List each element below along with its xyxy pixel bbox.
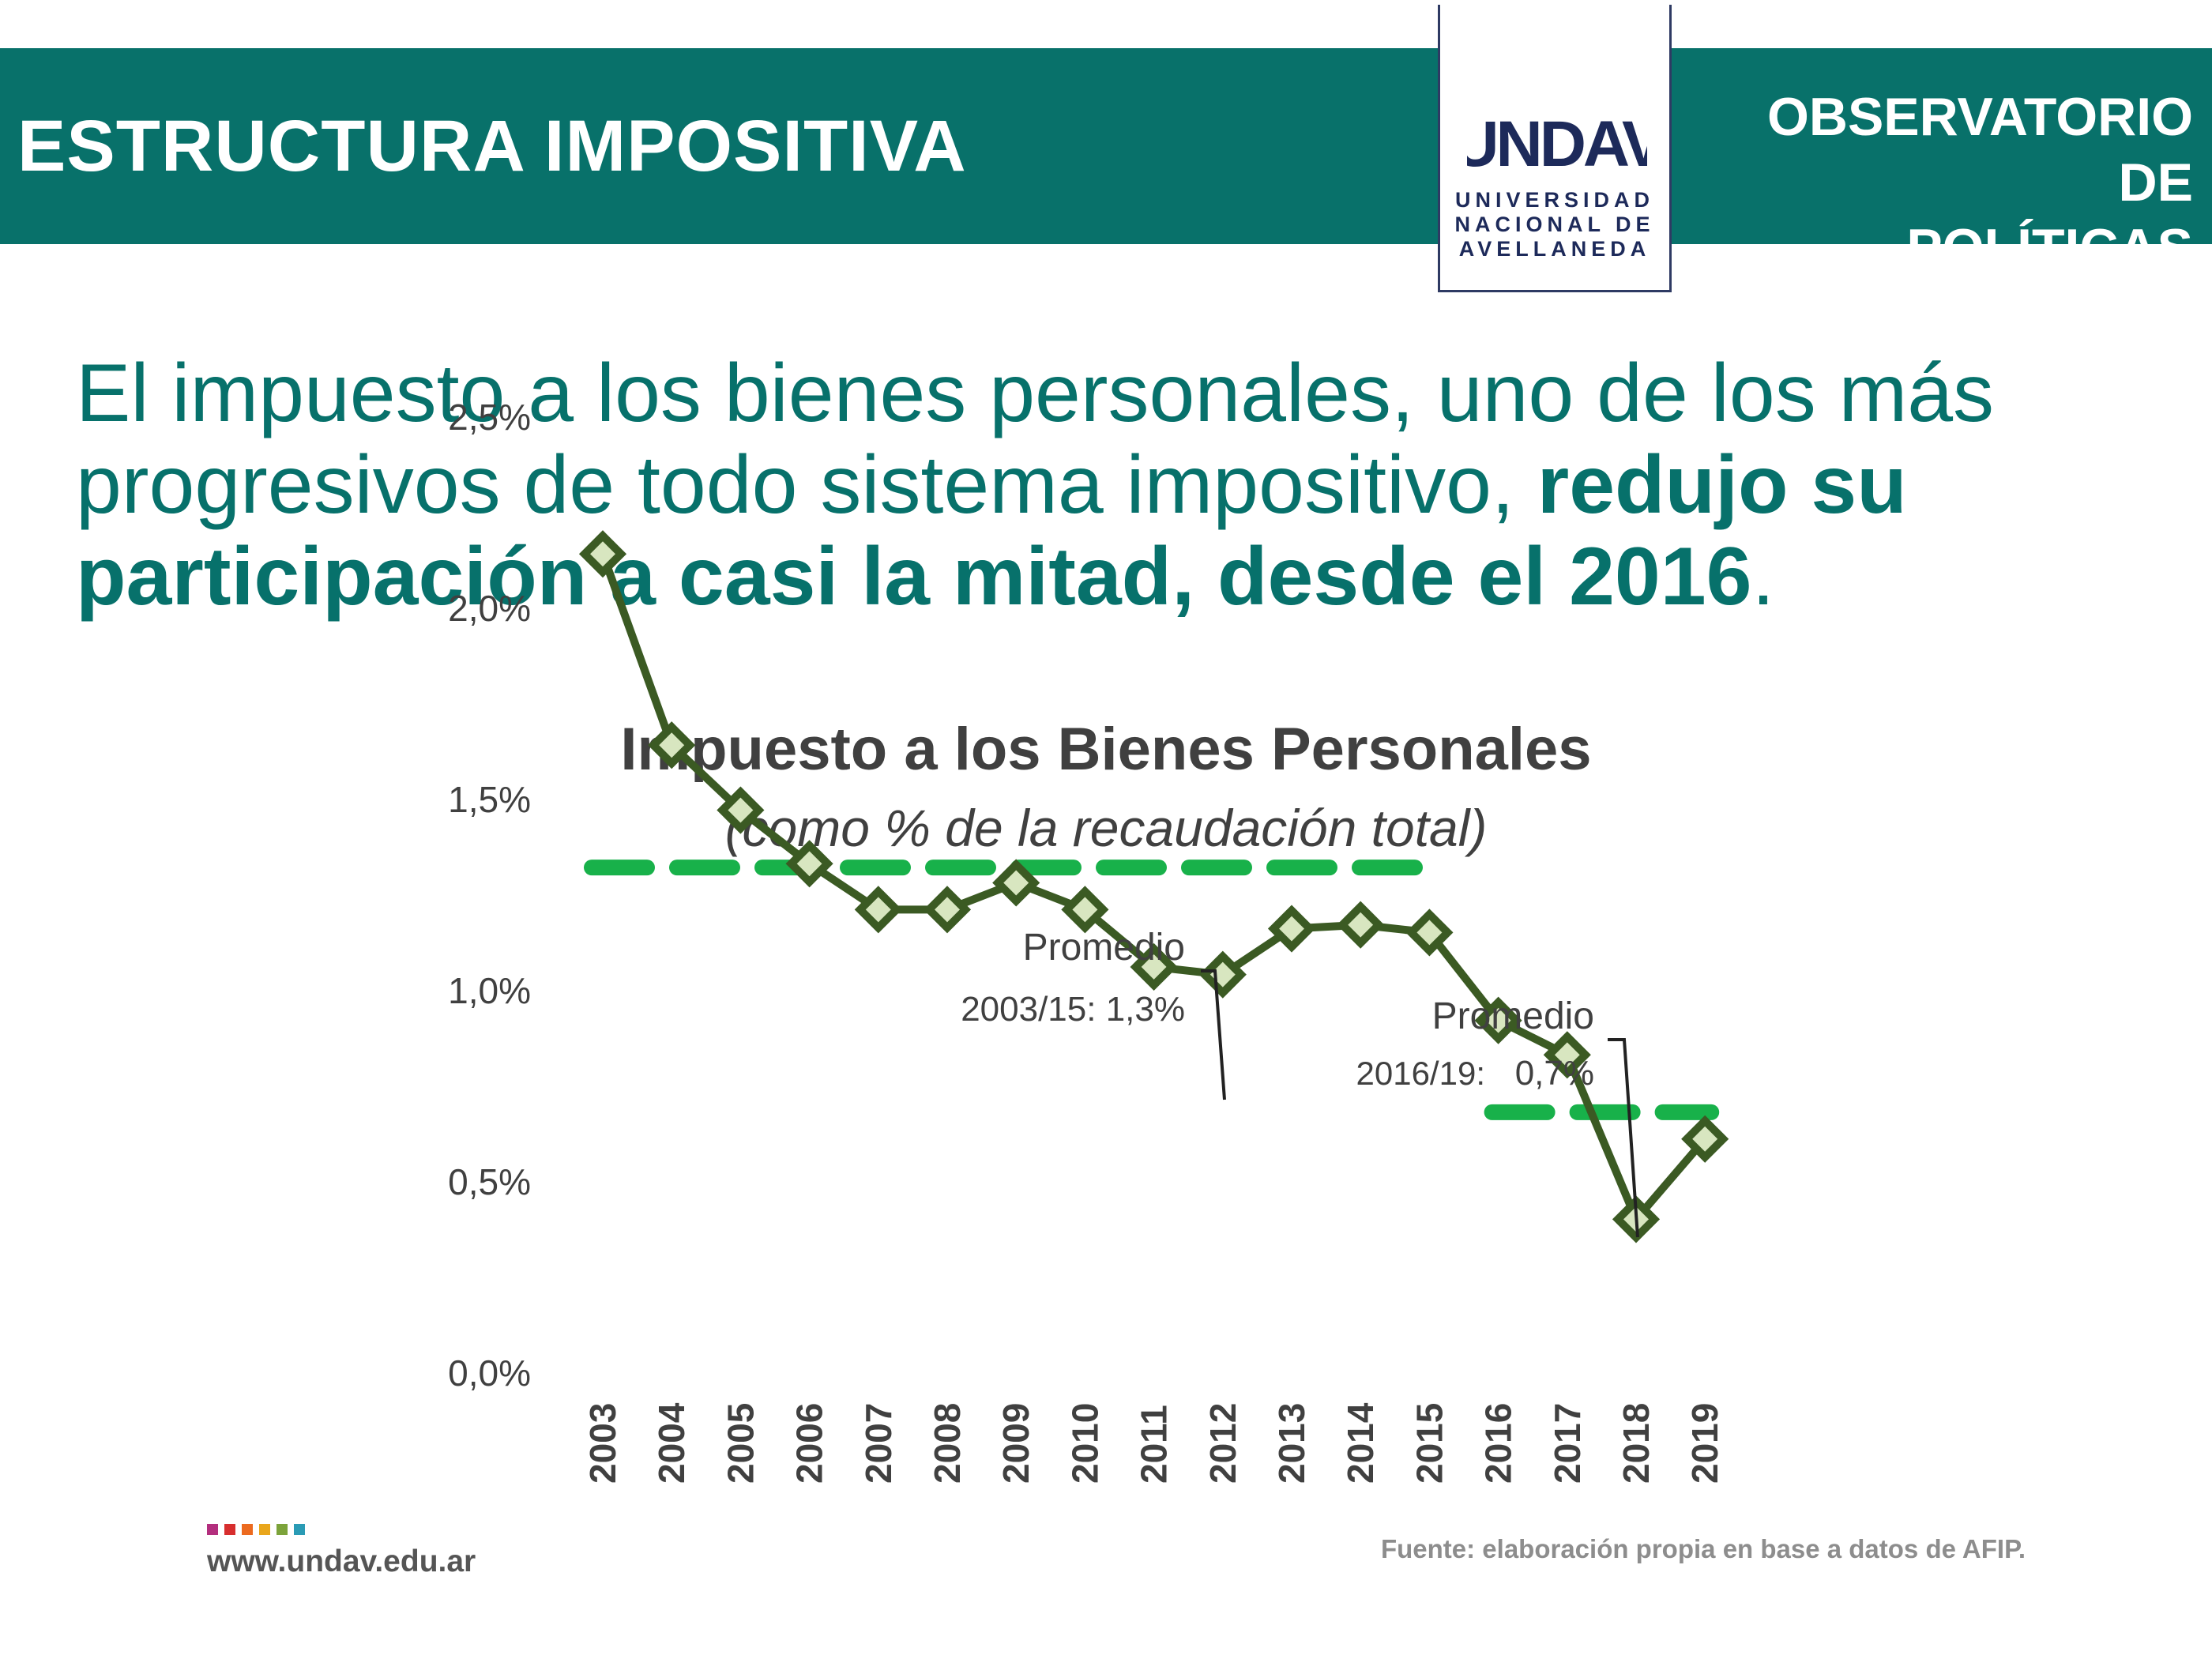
x-tick-label: 2015 <box>1409 1403 1450 1484</box>
y-tick-label: 1,0% <box>448 970 531 1011</box>
section-title: ESTRUCTURA IMPOSITIVA <box>17 105 967 186</box>
x-tick-label: 2007 <box>858 1403 899 1484</box>
x-tick-label: 2005 <box>720 1403 761 1484</box>
brand-dot-2 <box>224 1524 235 1535</box>
logo-university-name: UNIVERSIDAD NACIONAL DE AVELLANEDA <box>1440 188 1669 261</box>
x-tick-label: 2016 <box>1478 1403 1519 1484</box>
y-tick-label: 1,5% <box>448 779 531 820</box>
x-tick-label: 2019 <box>1684 1403 1725 1484</box>
data-point <box>1198 950 1247 999</box>
chart-subtitle: (como % de la recaudación total) <box>724 799 1488 857</box>
observatory-line-1: OBSERVATORIO DE <box>1766 87 2193 213</box>
data-point <box>1474 996 1522 1044</box>
brand-dot-6 <box>294 1524 305 1535</box>
chart-title: Impuesto a los Bienes Personales <box>620 716 1592 783</box>
brand-dot-5 <box>276 1524 288 1535</box>
data-point <box>923 886 972 934</box>
data-point <box>717 786 765 834</box>
website-url[interactable]: www.undav.edu.ar <box>207 1544 476 1578</box>
undav-logo[interactable]: UNDAV UNIVERSIDAD NACIONAL DE AVELLANEDA <box>1438 5 1672 292</box>
x-tick-label: 2014 <box>1340 1402 1381 1484</box>
x-tick-label: 2004 <box>651 1402 692 1484</box>
headline-end: . <box>1751 531 1775 623</box>
undav-logo-mark: UNDAV <box>1467 115 1647 171</box>
x-tick-label: 2006 <box>789 1403 830 1484</box>
data-point <box>992 859 1040 907</box>
data-point <box>854 886 902 934</box>
data-point <box>1061 886 1109 934</box>
brand-dot-4 <box>259 1524 270 1535</box>
observatory-title: OBSERVATORIO DE POLÍTICAS PÚBLICAS <box>1687 85 2193 347</box>
average-label-period: 2016/19: <box>1356 1055 1486 1092</box>
y-tick-label: 2,0% <box>448 588 531 629</box>
data-point <box>1543 1031 1591 1079</box>
logo-line-1: UNIVERSIDAD <box>1454 188 1655 212</box>
x-tick-label: 2010 <box>1064 1403 1105 1484</box>
average-label-title: Promedio <box>1432 995 1594 1037</box>
y-tick-label: 2,5% <box>448 397 531 438</box>
logo-line-3: AVELLANEDA <box>1458 237 1651 261</box>
x-tick-label: 2003 <box>582 1403 623 1484</box>
data-point <box>648 721 696 769</box>
x-tick-label: 2017 <box>1547 1403 1588 1484</box>
brand-dot-3 <box>242 1524 253 1535</box>
data-point <box>1130 942 1178 991</box>
observatory-line-2: POLÍTICAS PÚBLICAS <box>1906 218 2193 344</box>
data-point <box>1681 1115 1729 1163</box>
headline-bold: redujo su participación a casi la mitad,… <box>76 439 1907 623</box>
y-tick-label: 0,5% <box>448 1161 531 1202</box>
data-point <box>1405 908 1454 957</box>
average-label-value: 0,7% <box>1515 1054 1594 1093</box>
y-tick-label: 0,0% <box>448 1352 531 1394</box>
x-tick-label: 2009 <box>995 1403 1036 1484</box>
logo-line-2: NACIONAL DE <box>1454 213 1655 236</box>
annotation-leader-line <box>1608 1038 1639 1238</box>
data-point <box>1337 901 1385 949</box>
data-point <box>578 530 627 578</box>
data-point <box>1267 905 1316 953</box>
x-tick-label: 2018 <box>1616 1403 1657 1484</box>
headline-normal: El impuesto a los bienes personales, uno… <box>76 348 1995 531</box>
brand-color-dots <box>207 1524 305 1535</box>
data-point <box>785 840 833 888</box>
brand-dot-1 <box>207 1524 218 1535</box>
source-note: Fuente: elaboración propia en base a dat… <box>1380 1534 2026 1563</box>
x-tick-label: 2011 <box>1134 1405 1175 1484</box>
headline: El impuesto a los bienes personales, uno… <box>76 348 2161 623</box>
average-label-title: Promedio <box>1023 927 1185 969</box>
x-tick-label: 2008 <box>927 1403 968 1484</box>
svg-text:UNDAV: UNDAV <box>1467 115 1647 171</box>
average-label-value: 2003/15: 1,3% <box>961 990 1185 1029</box>
x-tick-label: 2013 <box>1271 1403 1312 1484</box>
x-tick-label: 2012 <box>1202 1403 1243 1484</box>
header-banner: ESTRUCTURA IMPOSITIVA OBSERVATORIO DE PO… <box>0 48 2212 344</box>
annotation-leader-line <box>1201 969 1226 1100</box>
